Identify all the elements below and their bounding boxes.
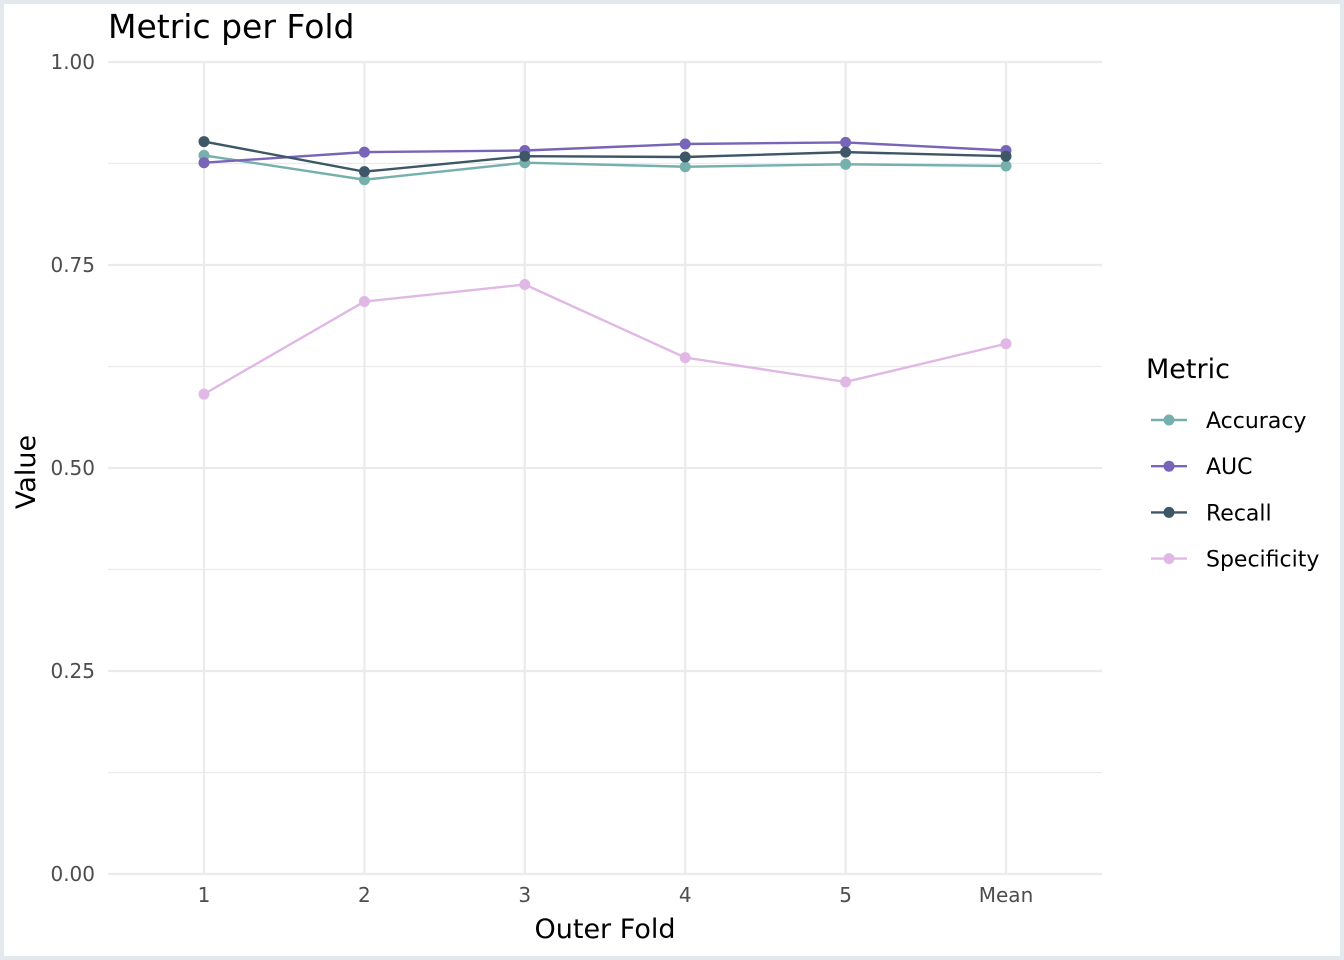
point-recall [519, 150, 531, 162]
y-axis-ticks: 0.00 0.25 0.50 0.75 1.00 [50, 50, 95, 886]
y-tick-label: 0.50 [50, 456, 95, 480]
series-line-accuracy [203, 154, 1007, 181]
grid-minor [108, 162, 1102, 774]
point-recall [198, 136, 210, 148]
point-recall [679, 151, 691, 163]
legend: Metric Accuracy AUC Recall Specificity [1146, 354, 1319, 573]
point-accuracy [840, 158, 852, 170]
x-tick-label: 4 [679, 883, 692, 907]
point-auc [840, 136, 852, 148]
point-specificity [1000, 338, 1012, 350]
line-chart: Metric per Fold 0.00 0.25 0.50 0.75 1.00 1 2 3… [11, 7, 1319, 945]
series-group [198, 136, 1012, 400]
legend-title: Metric [1146, 354, 1230, 385]
series-line-specificity [203, 283, 1007, 396]
point-specificity [519, 278, 531, 290]
series-line-auc [203, 141, 1007, 164]
x-axis-title: Outer Fold [535, 914, 676, 945]
legend-key-point-specificity [1163, 553, 1175, 565]
legend-label-accuracy: Accuracy [1206, 409, 1306, 434]
point-accuracy [679, 161, 691, 173]
point-specificity [679, 352, 691, 364]
point-accuracy [358, 174, 370, 186]
legend-label-auc: AUC [1206, 455, 1253, 480]
series-line-recall [203, 140, 1007, 173]
y-tick-label: 1.00 [50, 50, 95, 74]
point-specificity [358, 296, 370, 308]
y-tick-label: 0.75 [50, 253, 95, 277]
x-tick-label: 3 [518, 883, 531, 907]
x-tick-label: 1 [198, 883, 211, 907]
point-auc [679, 138, 691, 150]
legend-key-point-accuracy [1163, 414, 1175, 426]
legend-key-point-recall [1163, 506, 1175, 518]
point-auc [198, 157, 210, 169]
legend-label-recall: Recall [1206, 501, 1272, 526]
point-specificity [198, 388, 210, 400]
point-auc [358, 146, 370, 158]
point-recall [1000, 150, 1012, 162]
x-axis-ticks: 1 2 3 4 5 Mean [198, 883, 1034, 907]
y-axis-title: Value [11, 435, 42, 509]
x-tick-label: Mean [979, 883, 1034, 907]
legend-key-point-auc [1163, 460, 1175, 472]
point-specificity [840, 376, 852, 388]
point-recall [358, 166, 370, 178]
chart-title: Metric per Fold [108, 7, 355, 46]
chart-frame: Metric per Fold 0.00 0.25 0.50 0.75 1.00 1 2 3… [4, 4, 1340, 956]
x-tick-label: 2 [358, 883, 371, 907]
legend-label-specificity: Specificity [1206, 548, 1319, 573]
y-tick-label: 0.25 [50, 659, 95, 683]
grid-major [108, 60, 1102, 876]
y-tick-label: 0.00 [50, 862, 95, 886]
point-accuracy [1000, 160, 1012, 172]
x-tick-label: 5 [839, 883, 852, 907]
point-recall [840, 146, 852, 158]
